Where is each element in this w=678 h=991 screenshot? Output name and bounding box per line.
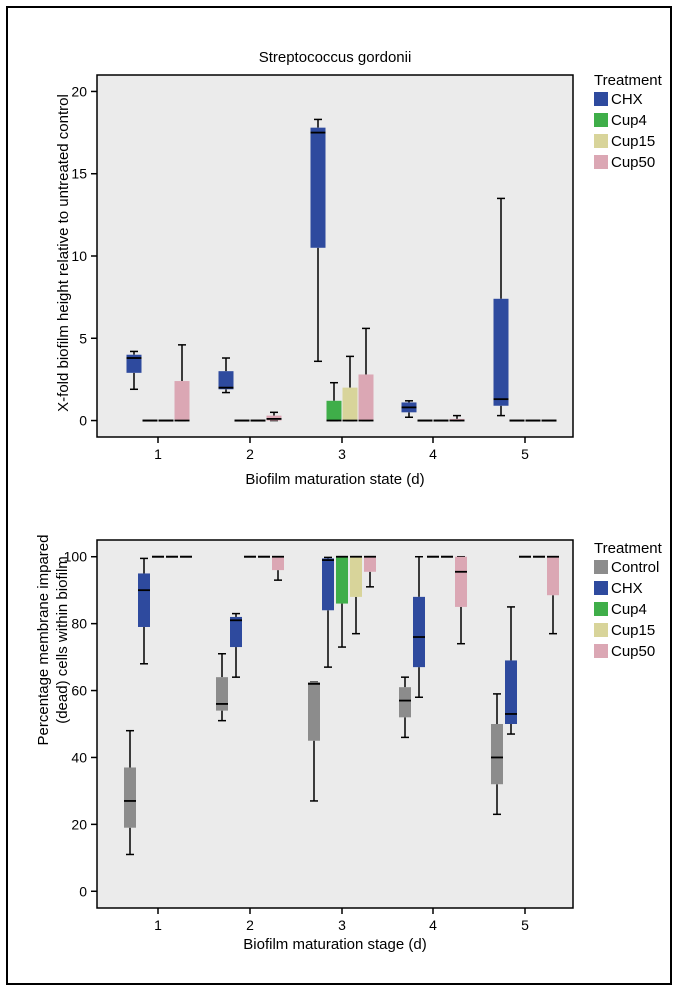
chart-1-cup50-day3-box xyxy=(358,374,374,421)
chart-2-legend-title: Treatment xyxy=(594,540,663,557)
chart-2-ytick-label-80: 80 xyxy=(71,616,87,632)
chart-1-xtick-label-5: 5 xyxy=(521,446,529,462)
chart-2-cup50-day5-box xyxy=(547,556,559,596)
chart-1-legend-title: Treatment xyxy=(594,72,663,89)
chart-1-title: Streptococcus gordonii xyxy=(259,49,412,66)
chart-1-xlabel: Biofilm maturation state (d) xyxy=(245,471,424,488)
chart-2-ytick-label-60: 60 xyxy=(71,683,87,699)
chart-2-chx-day4-box xyxy=(413,596,425,668)
chart-1-ylabel: X-fold biofilm height relative to untrea… xyxy=(55,94,72,412)
chart-1-chx-day2-box xyxy=(218,371,234,390)
chart-1-legend-label-chx: CHX xyxy=(611,91,643,108)
chart-2-ytick-label-0: 0 xyxy=(79,883,87,899)
chart-2-legend-label-chx: CHX xyxy=(611,580,643,597)
chart-2-ylabel-line2: (dead) cells within biofilm xyxy=(54,556,71,724)
chart-2-legend-swatch-control xyxy=(594,560,608,574)
figure-frame xyxy=(6,6,672,985)
chart-2-marks xyxy=(124,555,559,856)
chart-1-xtick-label-2: 2 xyxy=(246,446,254,462)
chart-2-xtick-label-4: 4 xyxy=(429,917,437,933)
chart-2-legend-label-cup4: Cup4 xyxy=(611,601,647,618)
chart-2-legend-swatch-cup50 xyxy=(594,644,608,658)
chart-1-ytick-label-0: 0 xyxy=(79,413,87,429)
chart-2-chx-day1-box xyxy=(138,573,150,627)
chart-1-ytick-label-20: 20 xyxy=(71,83,87,99)
chart-1-legend: Treatment CHX Cup4 Cup15 Cup50 xyxy=(594,72,663,171)
chart-1-xtick-label-3: 3 xyxy=(338,446,346,462)
chart-1-legend-label-cup15: Cup15 xyxy=(611,133,655,150)
chart-2-legend-label-control: Control xyxy=(611,559,659,576)
chart-2-legend-label-cup15: Cup15 xyxy=(611,622,655,639)
chart-2-ytick-label-40: 40 xyxy=(71,749,87,765)
chart-2-xlabel: Biofilm maturation stage (d) xyxy=(243,936,426,953)
chart-2-xtick-label-2: 2 xyxy=(246,917,254,933)
chart-1-legend-swatch-cup4 xyxy=(594,113,608,127)
chart-2-cup50-day3-box xyxy=(364,556,376,572)
chart-1-ytick-label-5: 5 xyxy=(79,330,87,346)
chart-1-legend-swatch-cup15 xyxy=(594,134,608,148)
chart-2-cup50-day4-box xyxy=(455,556,467,607)
chart-1-xtick-label-1: 1 xyxy=(154,446,162,462)
chart-1-legend-label-cup4: Cup4 xyxy=(611,112,647,129)
chart-1-axes: 0 5 10 15 20 1 2 3 4 5 xyxy=(71,83,529,462)
chart-2-axes: 0 20 40 60 80 100 1 2 3 4 5 xyxy=(64,549,529,933)
chart-2-ytick-label-20: 20 xyxy=(71,816,87,832)
chart-1-legend-swatch-cup50 xyxy=(594,155,608,169)
chart-2-control-day4-box xyxy=(399,687,411,718)
chart-2-cup4-day3-box xyxy=(336,556,348,604)
chart-2-ylabel-line1: Percentage membrane impared xyxy=(35,535,52,746)
chart-1-legend-label-cup50: Cup50 xyxy=(611,154,655,171)
chart-2-control-day1-box xyxy=(124,767,136,828)
chart-2-cup15-day3-box xyxy=(350,556,362,597)
chart-2-chx-day3-box xyxy=(322,558,334,611)
chart-2-control-day5-box xyxy=(491,724,503,785)
chart-2-legend-swatch-cup15 xyxy=(594,623,608,637)
chart-2: 0 20 40 60 80 100 1 2 3 4 5 Biofilm maturation sta… xyxy=(35,535,663,953)
chart-2-control-day3-box xyxy=(308,682,320,741)
chart-1-cup4-day3-box xyxy=(326,400,342,421)
chart-1-xtick-label-4: 4 xyxy=(429,446,437,462)
chart-2-xtick-label-3: 3 xyxy=(338,917,346,933)
chart-1-ytick-label-10: 10 xyxy=(71,248,87,264)
chart-2-legend: Treatment Control CHX Cup4 Cup15 Cup50 xyxy=(594,540,663,660)
chart-2-legend-label-cup50: Cup50 xyxy=(611,643,655,660)
chart-1-cup15-day3-box xyxy=(342,387,358,421)
chart-1-marks xyxy=(126,118,557,422)
chart-1: Streptococcus gordonii 0 5 10 15 20 1 2 3 4 5 Bio… xyxy=(55,49,663,488)
chart-2-chx-day2-box xyxy=(230,616,242,648)
chart-1-ytick-label-15: 15 xyxy=(71,166,87,182)
chart-1-legend-swatch-chx xyxy=(594,92,608,106)
chart-2-ytick-label-100: 100 xyxy=(64,549,88,565)
chart-2-control-day2-box xyxy=(216,677,228,711)
chart-1-cup50-day1-box xyxy=(174,381,190,421)
chart-1-chx-day3-box xyxy=(310,127,326,248)
chart-2-legend-swatch-cup4 xyxy=(594,602,608,616)
chart-2-xtick-label-5: 5 xyxy=(521,917,529,933)
chart-2-cup50-day2-box xyxy=(272,556,284,571)
chart-1-chx-day5-box xyxy=(493,298,509,406)
chart-2-chx-day5-box xyxy=(505,660,517,724)
chart-2-legend-swatch-chx xyxy=(594,581,608,595)
chart-2-xtick-label-1: 1 xyxy=(154,917,162,933)
chart-1-chx-day1-box xyxy=(126,354,142,373)
